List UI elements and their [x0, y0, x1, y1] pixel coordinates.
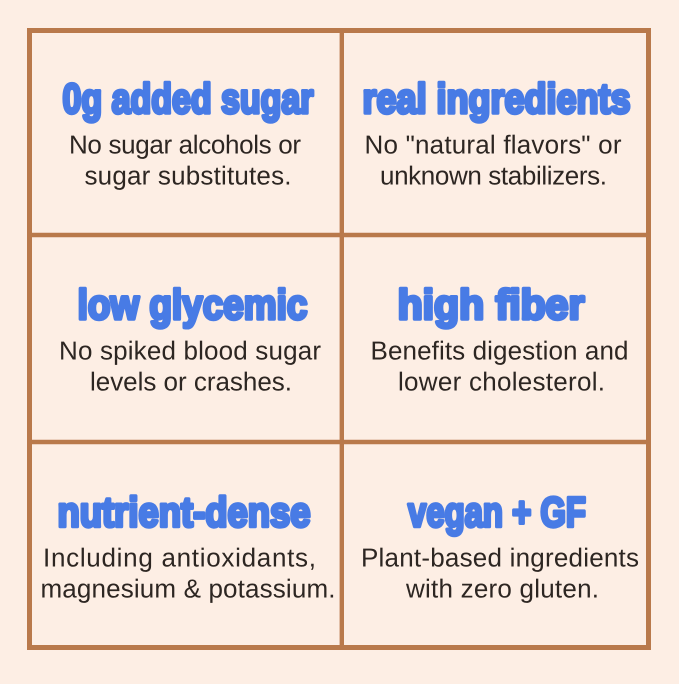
svg-text:No spiked blood sugar: No spiked blood sugar — [59, 336, 321, 366]
svg-text:unknown stabilizers.: unknown stabilizers. — [380, 161, 607, 191]
svg-text:Benefits digestion and: Benefits digestion and — [371, 336, 629, 366]
svg-text:nutrient-dense: nutrient-dense — [58, 489, 311, 536]
svg-text:vegan + GF: vegan + GF — [408, 489, 586, 536]
svg-text:low glycemic: low glycemic — [78, 281, 308, 328]
svg-text:0g added sugar: 0g added sugar — [63, 75, 314, 122]
svg-text:magnesium & potassium.: magnesium & potassium. — [41, 574, 336, 604]
svg-text:real ingredients: real ingredients — [363, 75, 631, 122]
svg-text:Including antioxidants,: Including antioxidants, — [43, 543, 316, 573]
svg-text:levels or crashes.: levels or crashes. — [90, 367, 292, 397]
svg-text:with zero gluten.: with zero gluten. — [405, 574, 599, 604]
svg-text:lower cholesterol.: lower cholesterol. — [398, 367, 605, 397]
svg-text:No "natural flavors" or: No "natural flavors" or — [365, 130, 622, 160]
svg-text:high fiber: high fiber — [398, 281, 585, 328]
svg-text:No sugar alcohols or: No sugar alcohols or — [69, 130, 301, 160]
svg-text:sugar substitutes.: sugar substitutes. — [85, 161, 292, 191]
svg-text:Plant-based ingredients: Plant-based ingredients — [361, 543, 639, 573]
